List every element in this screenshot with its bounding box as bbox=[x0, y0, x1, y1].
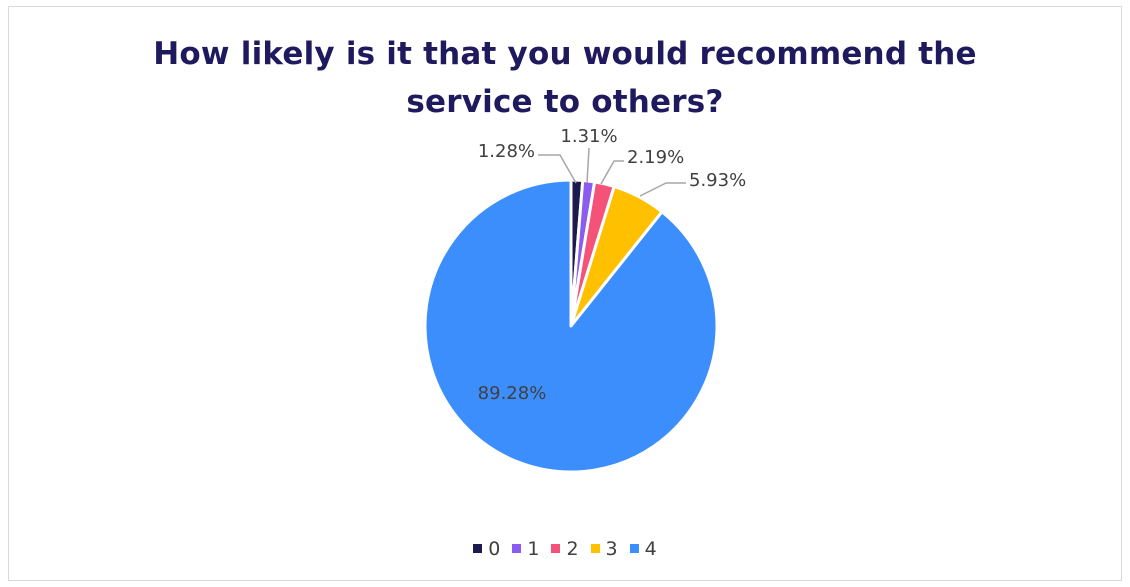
legend-label-2: 2 bbox=[566, 538, 579, 560]
legend: 0 1 2 3 4 bbox=[0, 538, 1130, 560]
legend-item-0: 0 bbox=[473, 538, 500, 560]
data-label-4: 89.28% bbox=[478, 383, 547, 404]
leader-line-3 bbox=[639, 182, 686, 197]
pie-slice-4 bbox=[423, 178, 719, 474]
data-label-2: 2.19% bbox=[627, 147, 684, 168]
legend-swatch-4 bbox=[629, 544, 639, 553]
legend-swatch-1 bbox=[512, 544, 522, 553]
legend-label-1: 1 bbox=[527, 538, 540, 560]
legend-item-2: 2 bbox=[551, 538, 579, 560]
data-label-1: 1.31% bbox=[560, 126, 617, 147]
leader-line-0 bbox=[538, 154, 577, 184]
legend-label-4: 4 bbox=[644, 538, 657, 560]
legend-label-0: 0 bbox=[488, 538, 501, 560]
legend-item-4: 4 bbox=[629, 538, 657, 560]
data-label-0: 1.28% bbox=[478, 141, 535, 162]
leader-line-1 bbox=[586, 147, 590, 184]
legend-swatch-0 bbox=[473, 544, 483, 553]
data-label-3: 5.93% bbox=[689, 170, 746, 191]
chart-title: How likely is it that you would recommen… bbox=[0, 30, 1130, 126]
legend-item-1: 1 bbox=[512, 538, 539, 560]
legend-item-3: 3 bbox=[590, 538, 618, 560]
chart-title-line-2: service to others? bbox=[406, 84, 724, 120]
data-labels: 1.28% 1.31% 2.19%5.93% 89.28% bbox=[478, 126, 747, 404]
leader-lines bbox=[538, 147, 686, 197]
legend-swatch-2 bbox=[551, 544, 561, 553]
leader-line-2 bbox=[600, 160, 624, 185]
legend-label-3: 3 bbox=[605, 538, 618, 560]
legend-swatch-3 bbox=[590, 544, 600, 553]
chart-title-line-1: How likely is it that you would recommen… bbox=[153, 36, 977, 72]
pie-slices bbox=[423, 178, 719, 474]
